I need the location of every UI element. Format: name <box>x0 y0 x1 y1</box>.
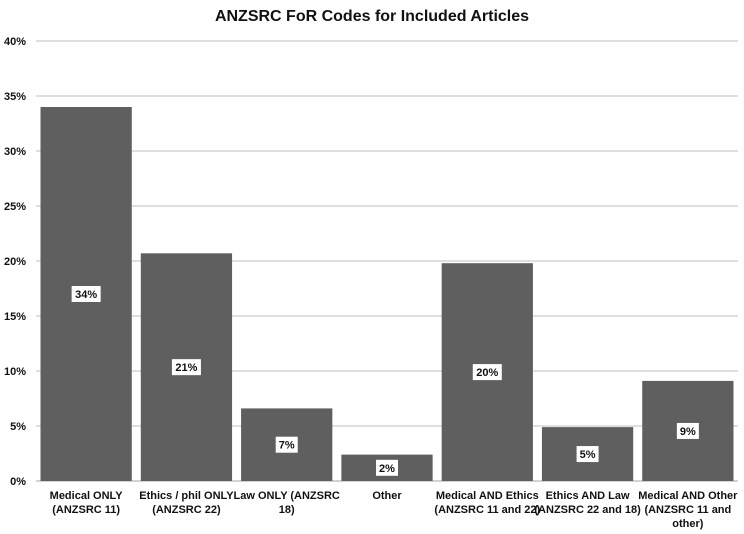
x-category-label-line: (ANZSRC 11 and <box>644 504 731 516</box>
bars <box>40 107 734 481</box>
x-category-label: Medical AND Other (ANZSRC 11 and other) <box>638 490 738 530</box>
data-label: 21% <box>171 359 201 376</box>
x-category-label: Other <box>372 490 402 502</box>
x-category-label-line: Medical AND Other <box>638 490 738 502</box>
y-tick-label: 0% <box>10 476 26 488</box>
data-label-text: 2% <box>379 463 395 475</box>
x-category-label-line: Law ONLY (ANZSRC <box>234 490 340 502</box>
data-label-text: 21% <box>175 362 197 374</box>
data-label-box <box>71 286 101 302</box>
x-category-label-line: 18) <box>279 504 295 516</box>
y-tick-label: 10% <box>4 366 26 378</box>
x-category-label-line: Ethics / phil ONLY <box>139 490 234 502</box>
data-label-box <box>676 422 699 439</box>
y-tick-label: 35% <box>4 91 26 103</box>
data-label-box <box>171 359 201 376</box>
data-label-text: 5% <box>580 449 596 461</box>
x-category-label-line: (ANZSRC 22 and 18) <box>534 504 641 516</box>
x-category-label-line: Medical ONLY <box>50 490 124 502</box>
data-label-text: 34% <box>75 289 97 301</box>
y-tick-label: 20% <box>4 256 26 268</box>
data-label: 9% <box>676 422 699 439</box>
x-category-label: Ethics AND Law (ANZSRC 22 and 18) <box>534 490 641 516</box>
y-tick-label: 15% <box>4 311 26 323</box>
chart-title: ANZSRC FoR Codes for Included Articles <box>215 8 529 25</box>
x-category-label-line: other) <box>672 518 704 530</box>
x-category-label-line: Medical AND Ethics <box>436 490 539 502</box>
data-label-box <box>275 436 298 453</box>
x-category-label-line: Ethics AND Law <box>546 490 630 502</box>
x-category-label: Medical AND Ethics (ANZSRC 11 and 22) <box>434 490 540 516</box>
x-category-label-line: (ANZSRC 22) <box>152 504 221 516</box>
data-label: 2% <box>376 459 398 476</box>
data-label: 5% <box>576 446 599 463</box>
data-label-text: 20% <box>476 367 498 379</box>
data-label: 7% <box>275 436 298 453</box>
data-label: 20% <box>472 364 502 381</box>
y-tick-label: 30% <box>4 146 26 158</box>
y-tick-label: 5% <box>10 421 26 433</box>
data-label-text: 7% <box>279 440 295 452</box>
x-axis: Medical ONLY (ANZSRC 11) Ethics / phil ONL… <box>50 490 739 530</box>
x-category-label: Medical ONLY (ANZSRC 11) <box>50 490 124 516</box>
x-category-label: Law ONLY (ANZSRC 18) <box>234 490 340 516</box>
x-category-label-line: (ANZSRC 11 and 22) <box>434 504 540 516</box>
x-category-label: Ethics / phil ONLY (ANZSRC 22) <box>139 490 234 516</box>
data-label: 34% <box>71 286 101 302</box>
data-label-box <box>376 459 398 476</box>
data-label-text: 9% <box>680 426 696 438</box>
data-labels: 34% 21% 7% 2% 20% 5% 9% <box>71 286 699 476</box>
y-tick-label: 25% <box>4 201 26 213</box>
x-category-label-line: Other <box>372 490 402 502</box>
data-label-box <box>576 446 599 463</box>
y-axis: 0% 5% 10% 15% 20% 25% 30% 35% 40% <box>4 36 26 488</box>
x-category-label-line: (ANZSRC 11) <box>52 504 120 516</box>
data-label-box <box>472 364 502 381</box>
y-tick-label: 40% <box>4 36 26 48</box>
